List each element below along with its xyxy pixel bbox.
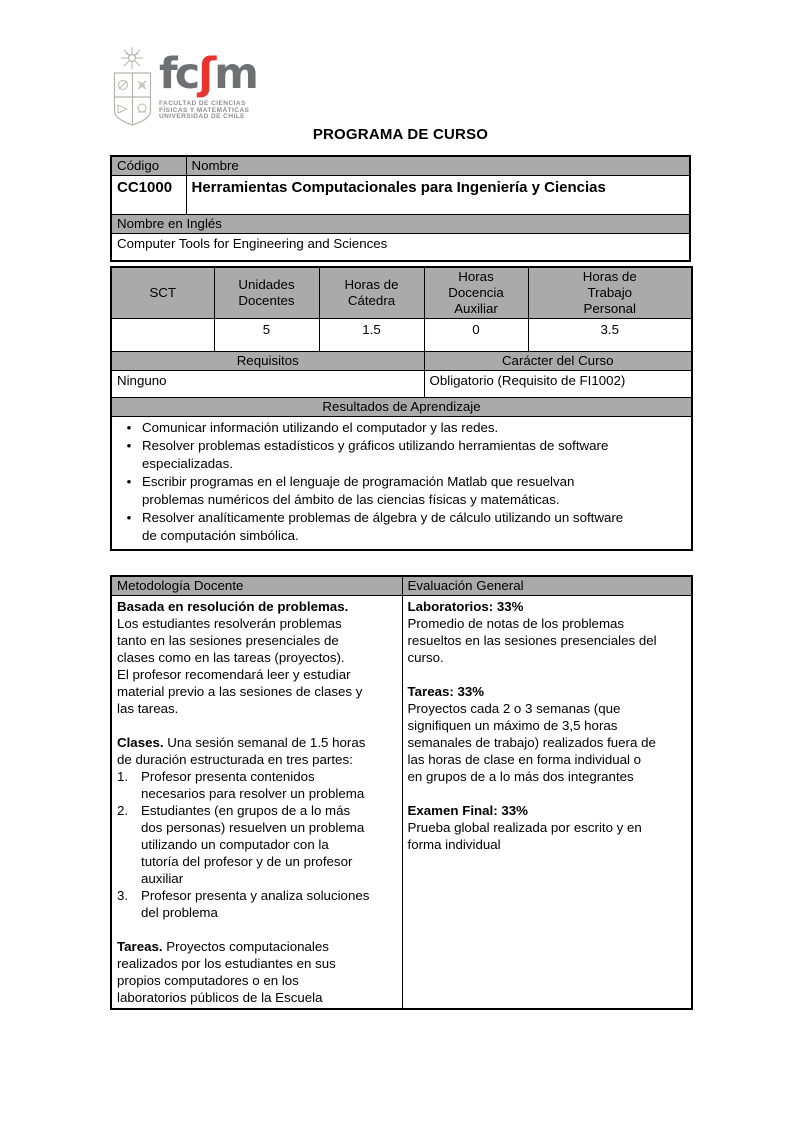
- outcome-text: Escribir programas en el lenguaje de pro…: [142, 474, 575, 507]
- requisitos-value: Ninguno: [110, 370, 425, 398]
- step-number: 3.: [117, 888, 129, 903]
- step-text: Estudiantes (en grupos de a lo más dos p…: [141, 803, 365, 886]
- value-horas-docencia-auxiliar: 0: [423, 318, 529, 352]
- outcome-item: Resolver problemas estadísticos y gráfic…: [116, 437, 687, 473]
- bullet-icon: [116, 437, 142, 473]
- methodology-cell: Basada en resolución de problemas. Los es…: [110, 595, 403, 1010]
- class-step: 2. Estudiantes (en grupos de a lo más dos…: [117, 802, 397, 887]
- methodology-paragraph-2: El profesor recomendará leer y estudiar …: [117, 667, 363, 716]
- logotype-f-red: ʃ: [198, 49, 216, 99]
- evaluacion-general-label: Evaluación General: [401, 575, 693, 596]
- class-step: 1. Profesor presenta contenidos necesario…: [117, 768, 397, 802]
- universidad-de-chile-emblem-icon: [113, 47, 152, 126]
- laboratorios-heading: Laboratorios: 33%: [407, 599, 524, 614]
- tareas-eval-heading: Tareas: 33%: [407, 684, 485, 699]
- caracter-curso-label: Carácter del Curso: [423, 351, 693, 371]
- tareas-lead: Tareas.: [117, 939, 163, 954]
- caption-line-3: UNIVERSIDAD DE CHILE: [159, 113, 245, 120]
- metodologia-docente-label: Metodología Docente: [110, 575, 403, 596]
- caption-line-1: FACULTAD DE CIENCIAS: [159, 100, 246, 107]
- name-label: Nombre: [185, 155, 691, 176]
- bullet-icon: [116, 473, 142, 509]
- resultados-aprendizaje-label: Resultados de Aprendizaje: [110, 397, 693, 417]
- fcfm-logo: fcʃm FACULTAD DE CIENCIAS FÍSICAS Y MATE…: [111, 45, 259, 127]
- course-name: Herramientas Computacionales para Ingeni…: [185, 175, 691, 215]
- bullet-icon: [116, 509, 142, 545]
- logotype-m: m: [214, 49, 259, 99]
- logo-text-block: fcʃm FACULTAD DE CIENCIAS FÍSICAS Y MATE…: [159, 45, 259, 121]
- step-text: Profesor presenta contenidos necesarios …: [141, 769, 365, 801]
- outcome-text: Comunicar información utilizando el comp…: [142, 420, 499, 435]
- laboratorios-text: Promedio de notas de los problemas resue…: [407, 616, 657, 665]
- code-label: Código: [110, 155, 187, 176]
- methodology-paragraph-clases: Clases. Una sesión semanal de 1.5 horas …: [117, 734, 397, 768]
- step-number: 2.: [117, 803, 129, 818]
- methodology-p1-text: Los estudiantes resolverán problemas tan…: [117, 616, 345, 665]
- examen-final-text: Prueba global realizada por escrito y en…: [407, 820, 642, 852]
- course-id-table: Código Nombre CC1000 Herramientas Comput…: [110, 155, 691, 262]
- outcome-item: Escribir programas en el lenguaje de pro…: [116, 473, 687, 509]
- caracter-curso-value: Obligatorio (Requisito de FI1002): [423, 370, 693, 398]
- class-step: 3. Profesor presenta y analiza soluciones…: [117, 887, 397, 921]
- outcome-item: Comunicar información utilizando el comp…: [116, 419, 687, 437]
- tareas-text: Proyectos computacionales realizados por…: [117, 939, 336, 1005]
- header-horas-trabajo-personal: Horas de Trabajo Personal: [527, 266, 693, 319]
- bullet-icon: [116, 419, 142, 437]
- header-sct: SCT: [110, 266, 215, 319]
- step-number: 1.: [117, 769, 129, 784]
- english-name-label: Nombre en Inglés: [110, 214, 691, 234]
- tareas-eval-text: Proyectos cada 2 o 3 semanas (que signif…: [407, 701, 656, 784]
- learning-outcomes-cell: Comunicar información utilizando el comp…: [110, 416, 693, 551]
- evaluation-section-tareas: Tareas: 33% Proyectos cada 2 o 3 semanas …: [408, 683, 687, 785]
- requisitos-label: Requisitos: [110, 351, 425, 371]
- page-title: PROGRAMA DE CURSO: [312, 126, 489, 143]
- value-unidades-docentes: 5: [213, 318, 320, 352]
- credits-table: SCT Unidades Docentes Horas de Cátedra H…: [110, 266, 693, 551]
- evaluation-section-examen: Examen Final: 33% Prueba global realizada…: [408, 802, 687, 853]
- header-horas-catedra: Horas de Cátedra: [318, 266, 425, 319]
- logotype-fc: fc: [159, 49, 200, 99]
- methodology-paragraph-1: Basada en resolución de problemas. Los es…: [117, 598, 397, 666]
- outcome-item: Resolver analíticamente problemas de álg…: [116, 509, 687, 545]
- course-code: CC1000: [110, 175, 187, 215]
- evaluation-section-laboratorios: Laboratorios: 33% Promedio de notas de lo…: [408, 598, 687, 666]
- value-sct: [110, 318, 215, 352]
- examen-final-heading: Examen Final: 33%: [407, 803, 528, 818]
- step-text: Profesor presenta y analiza soluciones d…: [141, 888, 370, 920]
- header-horas-docencia-auxiliar: Horas Docencia Auxiliar: [423, 266, 529, 319]
- caption-line-2: FÍSICAS Y MATEMÁTICAS: [159, 106, 250, 114]
- evaluation-cell: Laboratorios: 33% Promedio de notas de lo…: [401, 595, 693, 1010]
- methodology-p1-lead: Basada en resolución de problemas.: [117, 599, 349, 614]
- outcome-text: Resolver analíticamente problemas de álg…: [142, 510, 624, 543]
- header-unidades-docentes: Unidades Docentes: [213, 266, 320, 319]
- methodology-paragraph-tareas: Tareas. Proyectos computacionales realiz…: [117, 938, 397, 1006]
- methodology-evaluation-table: Metodología Docente Evaluación General B…: [110, 575, 693, 1010]
- value-horas-trabajo-personal: 3.5: [527, 318, 693, 352]
- clases-text: Una sesión semanal de 1.5 horas de durac…: [117, 735, 366, 767]
- course-name-english: Computer Tools for Engineering and Scien…: [110, 233, 691, 261]
- outcome-text: Resolver problemas estadísticos y gráfic…: [142, 438, 609, 471]
- clases-lead: Clases.: [117, 735, 164, 750]
- fcfm-logotype: fcʃm: [159, 53, 259, 96]
- logo-caption: FACULTAD DE CIENCIAS FÍSICAS Y MATEMÁTIC…: [159, 100, 256, 121]
- value-horas-catedra: 1.5: [318, 318, 425, 352]
